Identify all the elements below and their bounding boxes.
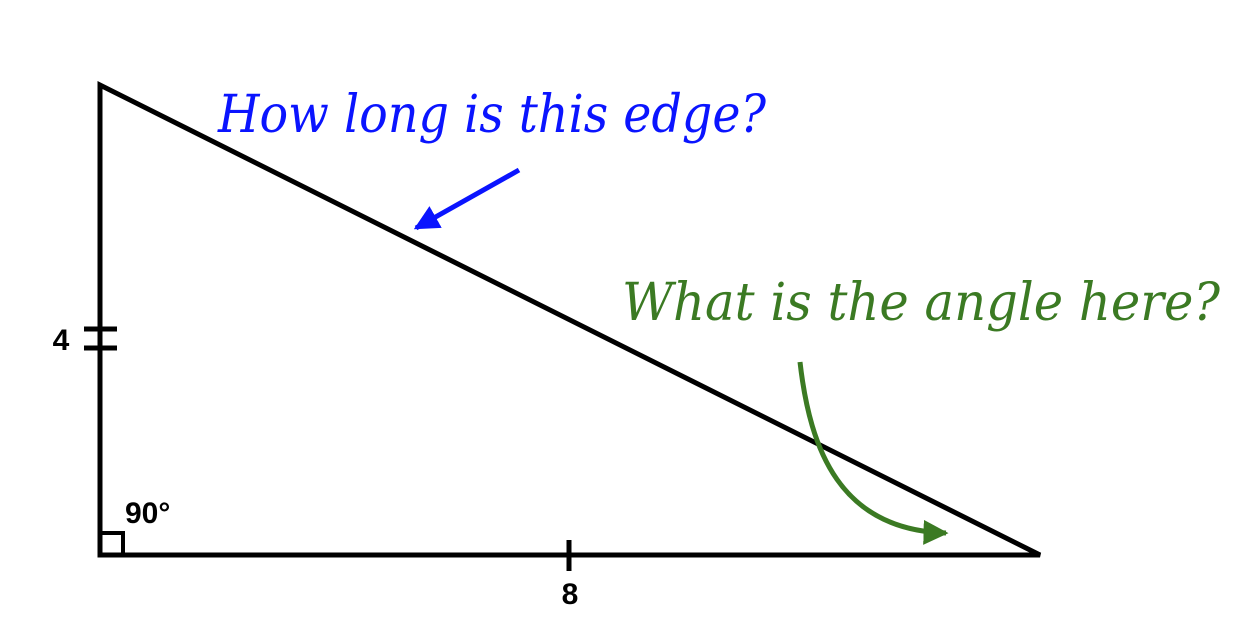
hypotenuse-arrow: [413, 167, 521, 231]
horizontal-side-label: 8: [562, 578, 579, 611]
right-angle-marker: [100, 531, 125, 555]
vertical-side-ticks: [84, 326, 117, 351]
angle-arrow: [797, 361, 949, 545]
vertical-side-label: 4: [53, 324, 70, 357]
angle-question: What is the angle here?: [622, 273, 1221, 333]
right-angle-label: 90°: [125, 497, 170, 530]
hypotenuse-question: How long is this edge?: [217, 85, 767, 145]
